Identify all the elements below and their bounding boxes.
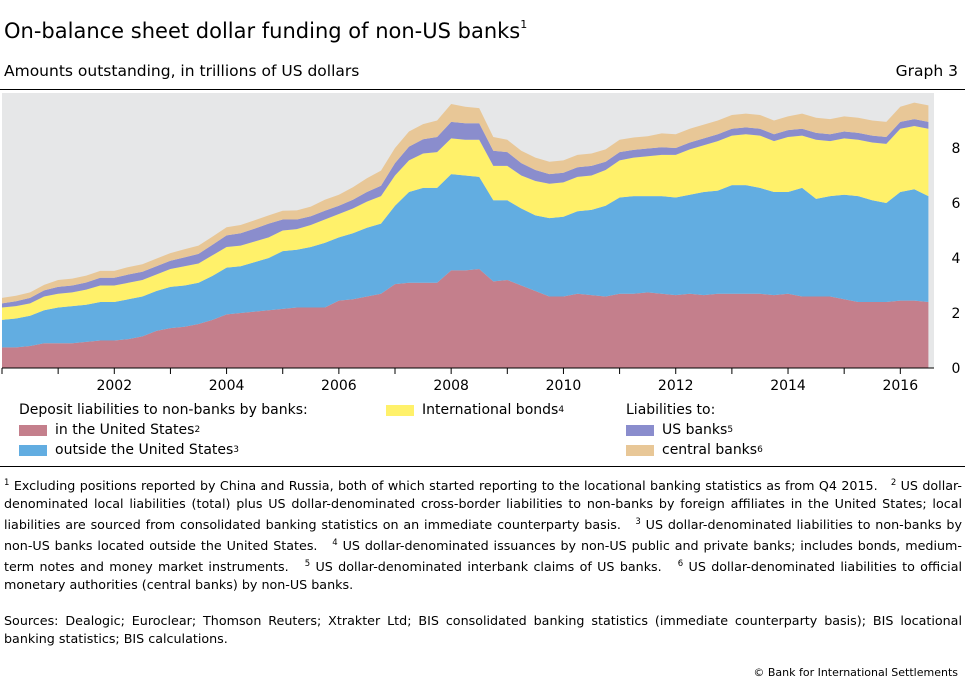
chart-title: On-balance sheet dollar funding of non-U… (4, 18, 528, 43)
y-tick-label: 4 (952, 251, 961, 267)
x-tick-label: 2004 (209, 378, 245, 394)
legend-footnote-mark: 2 (194, 425, 201, 435)
y-tick-label: 0 (952, 361, 961, 377)
footnote-mark: 1 (4, 478, 10, 488)
legend-label: in the United States (55, 422, 195, 438)
x-tick-label: 2016 (882, 378, 918, 394)
area-series-in-the-united-states (2, 269, 929, 368)
legend-swatch (19, 424, 47, 436)
legend-item-us-banks: US banks 5 (626, 420, 763, 440)
x-tick-label: 2010 (546, 378, 582, 394)
legend-group-deposits: Deposit liabilities to non-banks by bank… (19, 400, 308, 460)
footnote-mark: 6 (677, 559, 684, 569)
legend-swatch (626, 444, 654, 456)
y-tick-label: 8 (952, 141, 961, 157)
legend-group-liabilities: Liabilities to: US banks 5 central banks 6 (626, 400, 763, 460)
y-axis: 0 2 4 6 8 (952, 141, 961, 377)
legend-heading-liabilities: Liabilities to: (626, 402, 716, 418)
x-tick-label: 2012 (658, 378, 694, 394)
legend-footnote-mark: 3 (233, 445, 240, 455)
legend-item-outside-us: outside the United States 3 (19, 440, 308, 460)
footnote-text: US dollar-denominated issuances by non-U… (4, 538, 962, 574)
legend-footnote-mark: 6 (757, 445, 763, 455)
legend-group-bonds: International bonds 4 (386, 400, 564, 420)
graph-number: Graph 3 (895, 62, 958, 80)
legend-swatch (19, 444, 47, 456)
x-tick-label: 2008 (433, 378, 469, 394)
footnotes: 1 Excluding positions reported by China … (4, 474, 962, 594)
y-tick-label: 6 (952, 196, 961, 212)
footnote-text: US dollar-denominated liabilities to non… (4, 517, 962, 553)
legend-item-international-bonds: International bonds 4 (386, 400, 564, 420)
footnote-mark: 2 (890, 478, 897, 488)
legend-item-central-banks: central banks 6 (626, 440, 763, 460)
notes-rule (0, 466, 965, 467)
legend-heading-deposits: Deposit liabilities to non-banks by bank… (19, 402, 308, 418)
footnote-text: US dollar-denominated liabilities to off… (4, 559, 963, 592)
legend-swatch (386, 404, 414, 416)
legend-label: central banks (662, 442, 758, 458)
chart-subtitle: Amounts outstanding, in trillions of US … (4, 62, 360, 80)
area-series-outside-the-united-states (2, 174, 929, 348)
copyright: © Bank for International Settlements (753, 666, 958, 679)
title-footnote-mark: 1 (520, 18, 528, 31)
footnote-mark: 4 (332, 538, 338, 548)
area-series-us-banks (2, 119, 929, 308)
top-rule (0, 89, 965, 90)
area-series-central-banks (2, 102, 929, 304)
chart-plot: 2002 2004 2006 2008 2010 2012 2014 2016 0 2 4 6 8 (1, 93, 961, 394)
footnote-text: US dollar-denominated interbank claims o… (315, 559, 662, 574)
area-series-group (2, 102, 929, 368)
footnote-text: US dollar-denominated local liabilities … (4, 478, 962, 532)
sources: Sources: Dealogic; Euroclear; Thomson Re… (4, 613, 962, 646)
legend-footnote-mark: 5 (727, 425, 734, 435)
footnote-mark: 5 (304, 559, 311, 569)
legend-label: US banks (662, 422, 728, 438)
legend-item-in-us: in the United States 2 (19, 420, 308, 440)
x-tick-label: 2014 (770, 378, 806, 394)
area-series-international-bonds (2, 126, 929, 320)
x-axis: 2002 2004 2006 2008 2010 2012 2014 2016 (1, 367, 934, 394)
x-tick-label: 2006 (321, 378, 357, 394)
legend-label: International bonds (422, 402, 559, 418)
footnote-text: Excluding positions reported by China an… (13, 478, 878, 493)
legend-footnote-mark: 4 (558, 405, 565, 415)
x-tick-label: 2002 (96, 378, 132, 394)
legend-swatch (626, 424, 654, 436)
y-tick-label: 2 (952, 306, 961, 322)
legend-label: outside the United States (55, 442, 234, 458)
footnote-mark: 3 (635, 517, 641, 527)
